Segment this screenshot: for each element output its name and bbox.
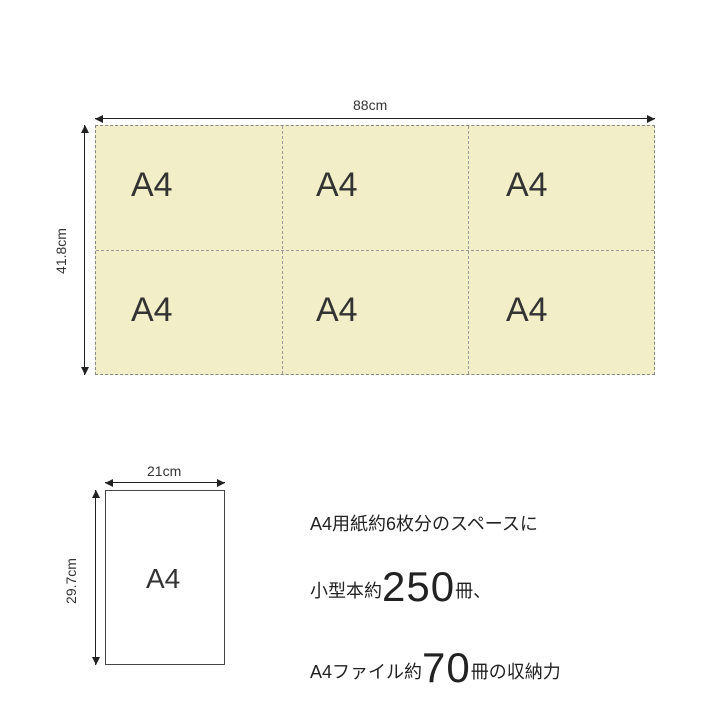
desc-line-2: 小型本約250冊、 <box>310 553 690 620</box>
main-rect: A4 A4 A4 A4 A4 A4 <box>95 125 655 375</box>
a4-height-label: 29.7cm <box>63 558 79 604</box>
desc-line-3-post: 冊の収納力 <box>471 662 561 682</box>
desc-line-2-pre: 小型本約 <box>310 581 382 601</box>
grid-sep-h <box>96 250 654 251</box>
a4-width-label: 21cm <box>147 463 181 479</box>
grid-sep-v2 <box>468 126 469 374</box>
main-width-arrow <box>95 118 655 119</box>
desc-line-2-post: 冊、 <box>455 581 491 601</box>
desc-line-1: A4用紙約6枚分のスペースに <box>310 510 690 539</box>
cell-4: A4 <box>316 291 358 330</box>
desc-line-3-pre: A4ファイル約 <box>310 662 422 682</box>
main-height-label: 41.8cm <box>53 228 69 274</box>
main-width-label: 88cm <box>353 97 387 113</box>
a4-reference-rect: A4 <box>105 490 225 665</box>
diagram-canvas: 88cm 41.8cm A4 A4 A4 A4 A4 A4 21cm 29.7c… <box>0 0 720 720</box>
desc-line-3: A4ファイル約70冊の収納力 <box>310 634 690 701</box>
grid-sep-v1 <box>282 126 283 374</box>
a4-width-arrow <box>105 482 225 483</box>
cell-0: A4 <box>131 166 173 205</box>
a4-height-arrow <box>95 490 96 665</box>
desc-line-3-big: 70 <box>422 644 471 691</box>
a4-reference-label: A4 <box>146 563 180 595</box>
description: A4用紙約6枚分のスペースに 小型本約250冊、 A4ファイル約70冊の収納力 <box>310 510 690 715</box>
cell-5: A4 <box>506 291 548 330</box>
desc-line-2-big: 250 <box>382 563 455 610</box>
cell-2: A4 <box>506 166 548 205</box>
cell-1: A4 <box>316 166 358 205</box>
cell-3: A4 <box>131 291 173 330</box>
main-height-arrow <box>84 125 85 375</box>
